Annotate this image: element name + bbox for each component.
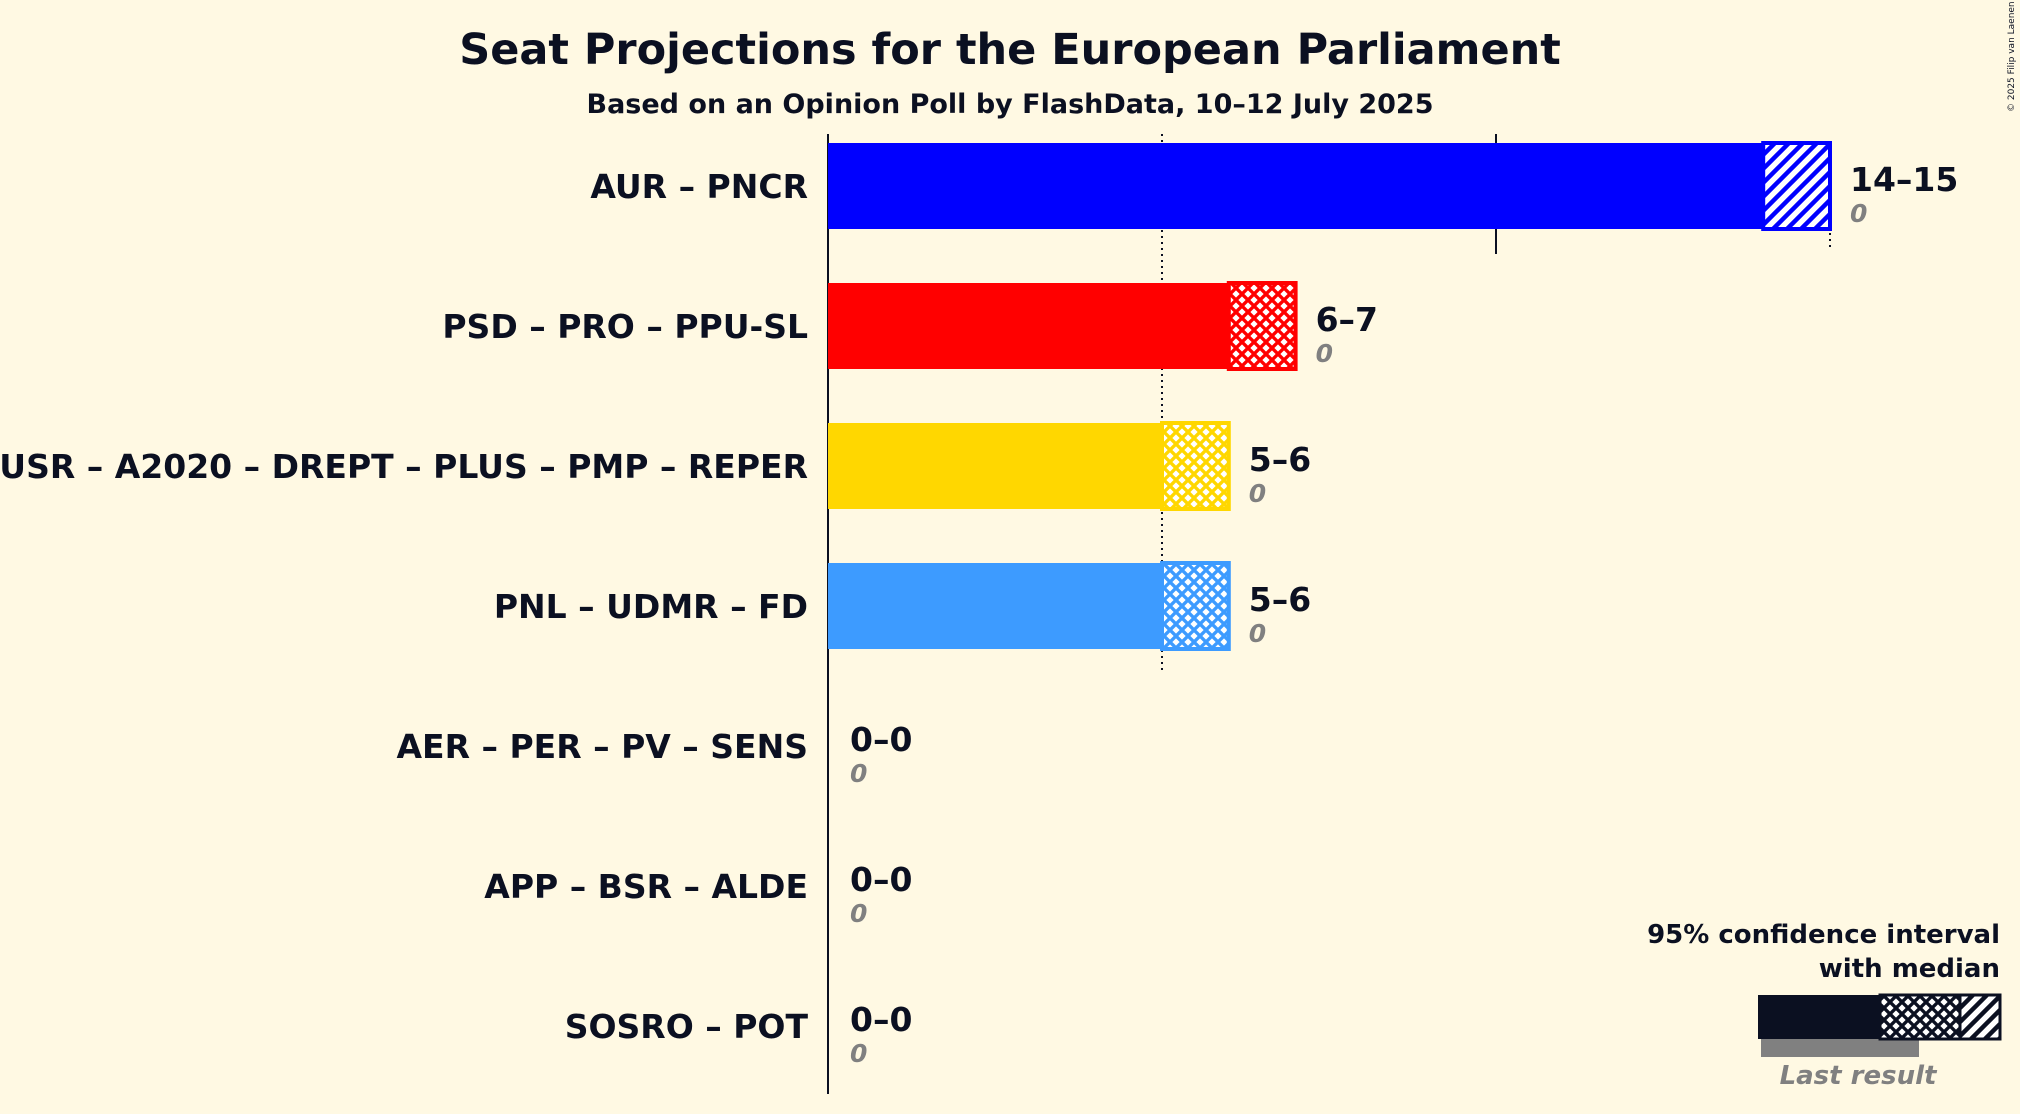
range-label-5: 0–0 [850,860,912,899]
chart-subtitle: Based on an Opinion Poll by FlashData, 1… [586,89,1433,120]
bar-solid-2 [828,423,1162,509]
last-result-label-6: 0 [850,1039,867,1068]
party-label-0: AUR – PNCR [590,167,808,206]
bar-solid-0 [828,143,1764,229]
bar-solid-3 [828,563,1162,649]
range-label-3: 5–6 [1249,580,1311,619]
party-label-1: PSD – PRO – PPU-SL [442,307,808,346]
range-label-0: 14–15 [1850,160,1958,199]
party-label-5: APP – BSR – ALDE [484,867,808,906]
range-label-1: 6–7 [1316,300,1378,339]
legend-last-result-label: Last result [1780,1061,1938,1091]
copyright-text: © 2025 Filip van Laenen [2007,1,2017,112]
legend-ci-line2: with median [1819,954,2000,984]
party-label-3: PNL – UDMR – FD [494,587,808,626]
bar-ci-2 [1160,421,1231,511]
range-label-2: 5–6 [1249,440,1311,479]
bars [828,141,1832,651]
bar-solid-1 [828,283,1229,369]
range-label-6: 0–0 [850,1000,912,1039]
last-result-label-1: 0 [1316,339,1333,368]
bar-ci-1 [1226,281,1298,371]
party-label-4: AER – PER – PV – SENS [397,727,809,766]
bar-ci-3 [1160,561,1231,651]
last-result-label-5: 0 [850,899,867,928]
bar-ci-0 [1761,141,1832,231]
last-result-label-2: 0 [1249,479,1266,508]
legend: 95% confidence interval with median Last… [1647,920,2002,1091]
last-result-label-0: 0 [1850,199,1867,228]
party-label-6: SOSRO – POT [565,1007,809,1046]
last-result-label-3: 0 [1249,619,1266,648]
legend-crosshatch-swatch [1878,993,1962,1041]
legend-ci-line1: 95% confidence interval [1647,920,2000,950]
legend-solid-swatch [1758,995,1880,1039]
range-label-4: 0–0 [850,720,912,759]
party-label-2: USR – A2020 – DREPT – PLUS – PMP – REPER [0,447,808,486]
legend-diagonal-swatch [1958,993,2002,1041]
chart-title: Seat Projections for the European Parlia… [459,25,1561,75]
last-result-label-4: 0 [850,759,867,788]
